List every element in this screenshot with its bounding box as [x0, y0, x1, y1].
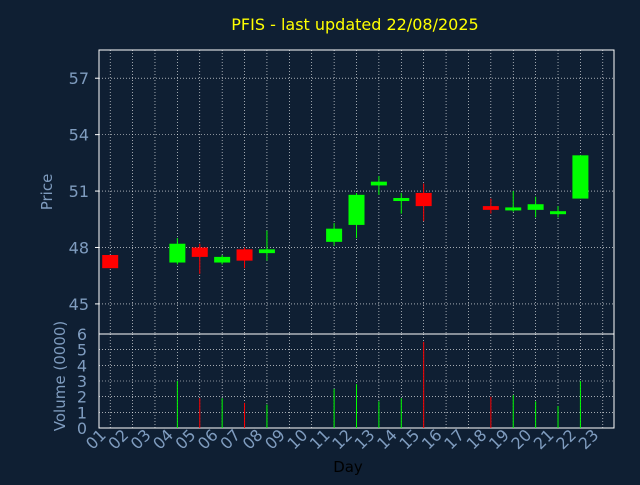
candle-body [326, 228, 343, 242]
price-tick-label: 54 [69, 126, 89, 145]
x-tick-label: 23 [575, 425, 603, 453]
price-tick-label: 51 [69, 182, 89, 201]
candle-body [393, 198, 410, 202]
candle-body [550, 211, 567, 215]
volume-tick-label: 3 [77, 372, 87, 391]
volume-tick-label: 2 [77, 388, 87, 407]
x-tick-labels: 0102030405060708091011121314151617181920… [82, 425, 602, 453]
price-tick-label: 45 [69, 295, 89, 314]
volume-axis-label: Volume (0000) [51, 321, 69, 431]
candle-body [505, 207, 522, 211]
day-axis-label: Day [333, 458, 363, 476]
candle-body [169, 243, 186, 263]
volume-tick-label: 5 [77, 341, 87, 360]
candle-body [236, 249, 253, 261]
price-axis-label: Price [38, 174, 56, 211]
price-tick-label: 57 [69, 69, 89, 88]
price-panel: 45 48 51 54 57 [69, 49, 615, 335]
candle-body [102, 255, 119, 269]
chart-title: PFIS - last updated 22/08/2025 [231, 15, 478, 34]
candle-body [214, 256, 231, 263]
volume-tick-label: 6 [77, 325, 87, 344]
candle-body [572, 155, 589, 199]
volume-tick-label: 0 [77, 419, 87, 438]
price-tick-label: 48 [69, 238, 89, 257]
volume-tick-label: 4 [77, 356, 87, 375]
candle-body [482, 206, 499, 210]
candle-body [191, 247, 208, 257]
candle-body [348, 194, 365, 225]
candle-body [527, 204, 544, 210]
candle-body [258, 249, 275, 254]
candle-body [415, 192, 432, 207]
candle-body [370, 181, 387, 186]
volume-tick-label: 1 [77, 403, 87, 422]
